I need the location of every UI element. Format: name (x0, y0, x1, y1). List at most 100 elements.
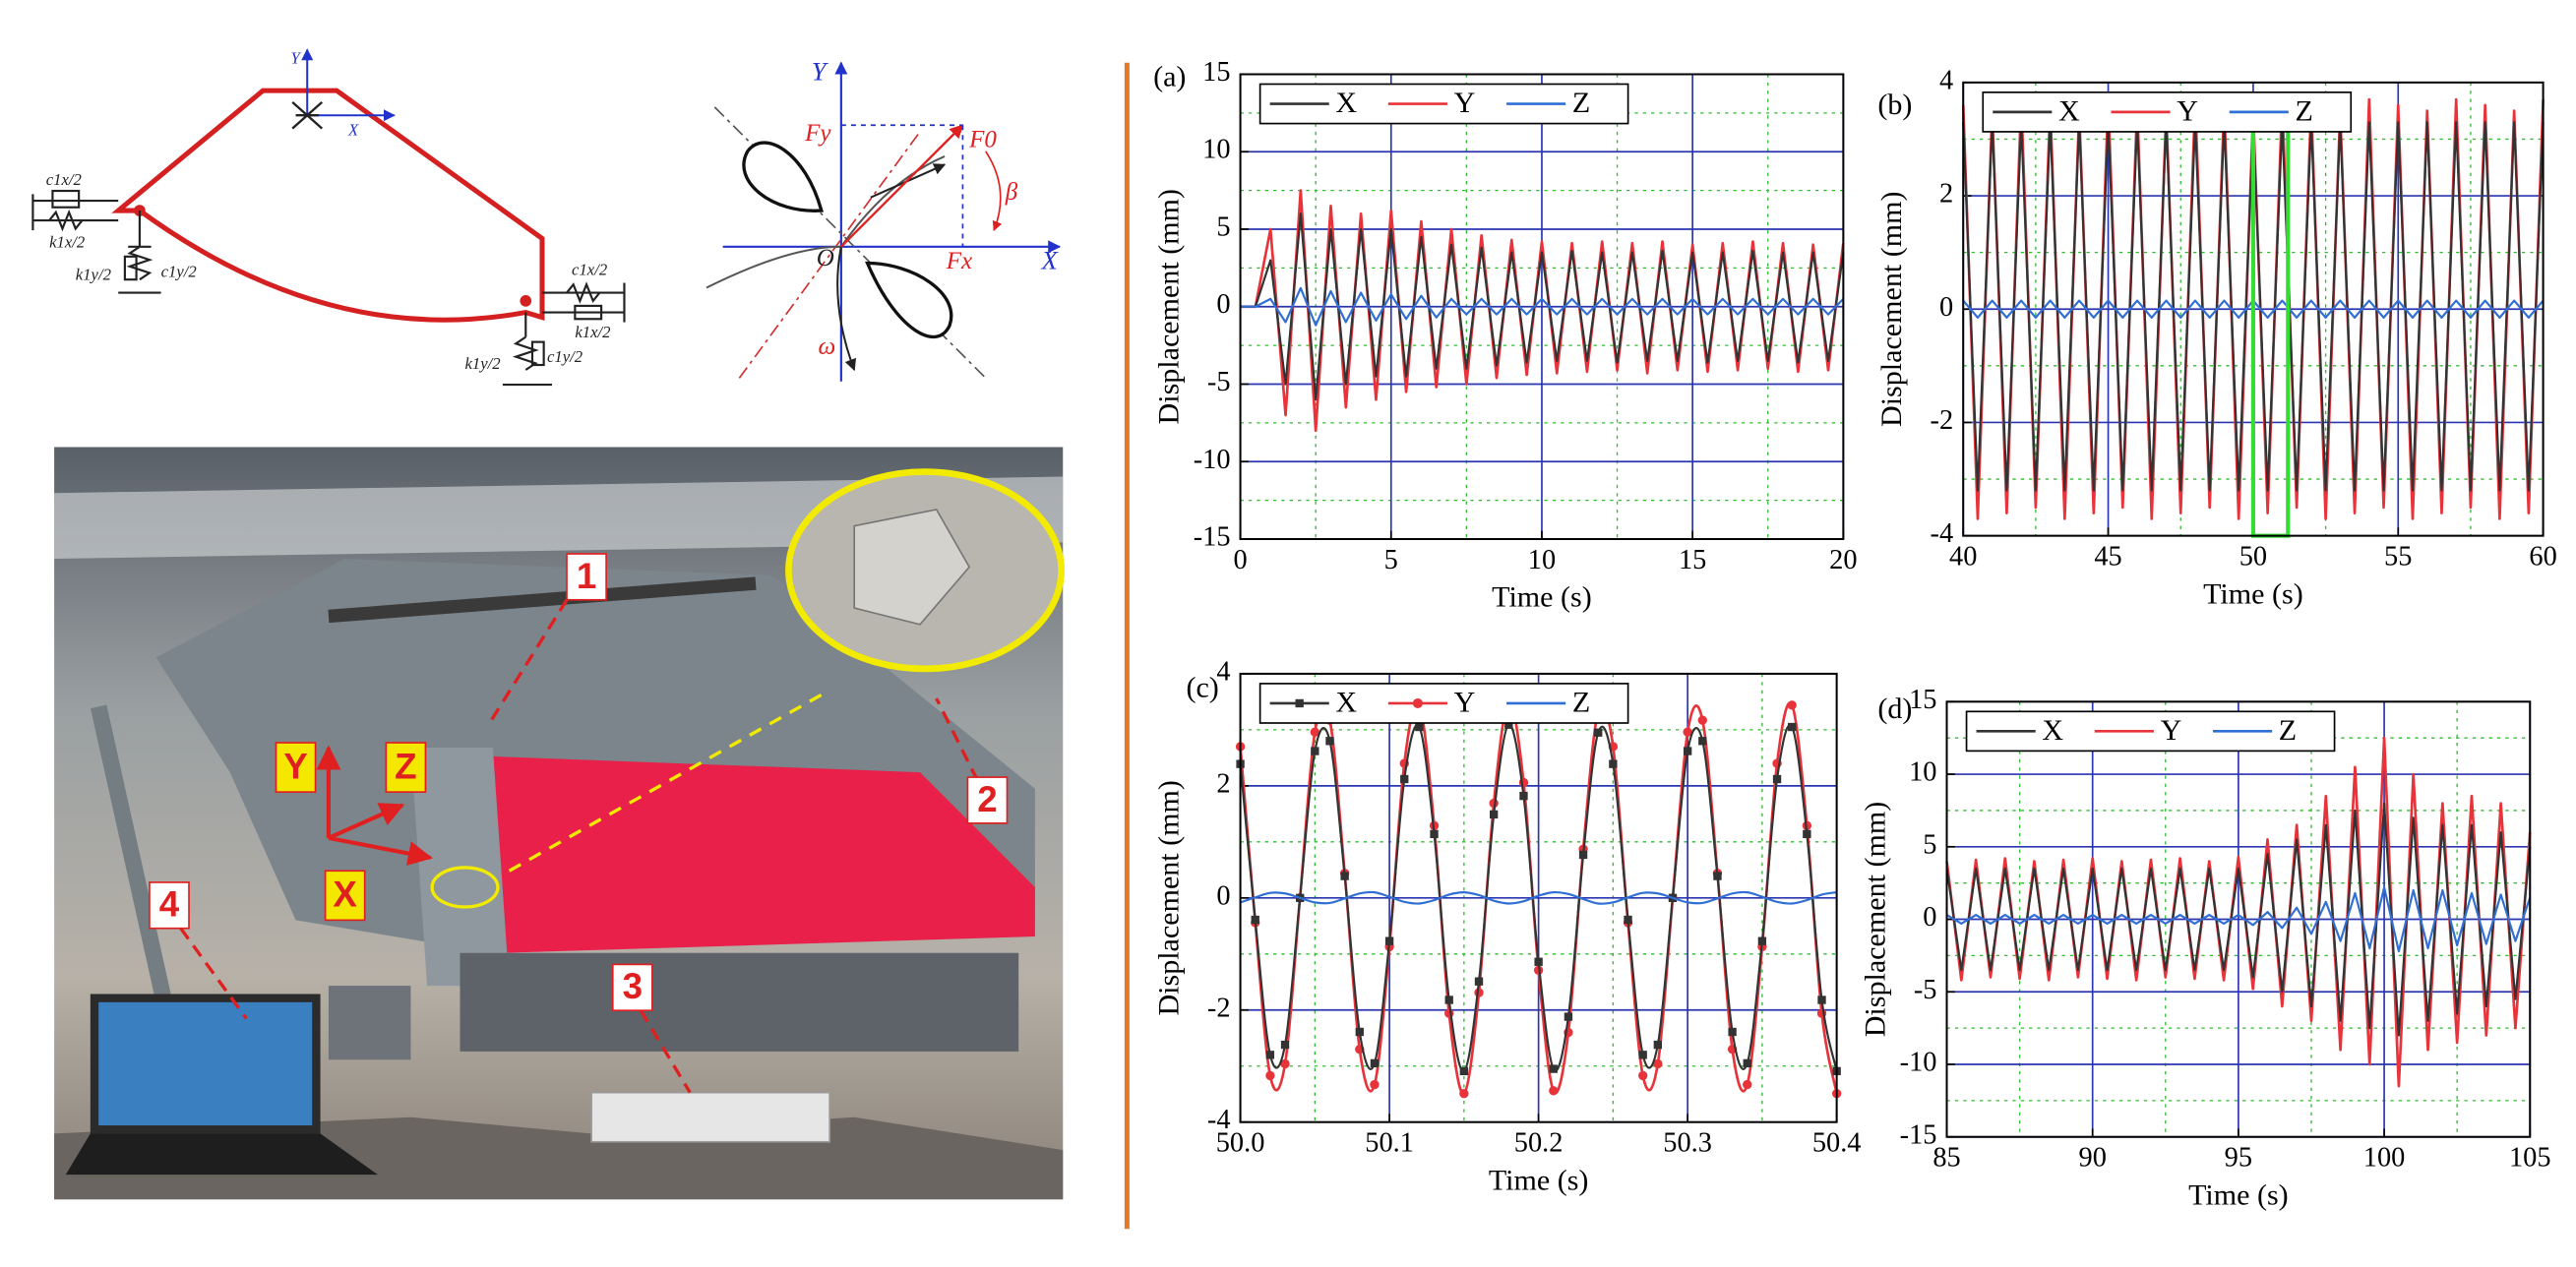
data-point (1683, 727, 1692, 737)
y-tick-label: -15 (1194, 522, 1231, 553)
data-point (1280, 1040, 1290, 1050)
axis-arrow (328, 835, 433, 866)
sensor-marker (430, 866, 500, 909)
y-tick-label: 4 (1216, 656, 1230, 687)
y-tick-label: -15 (1900, 1119, 1937, 1150)
x-tick-label: 55 (2384, 542, 2412, 573)
chart: 85 90 95 100 105 -15 -10 -5 0 5 10 15 X Y Z (d) Time (s)… (1858, 685, 2550, 1212)
data-point (1504, 720, 1513, 729)
axis-box (385, 742, 427, 793)
plot-frame (1962, 81, 2545, 537)
angle-arc (985, 151, 1003, 232)
y-tick-label: 15 (1202, 57, 1230, 88)
y-tick-label: 2 (1939, 179, 1953, 210)
data-point (1743, 1079, 1752, 1090)
y-axis-label: Displacement (mm) (1858, 802, 1891, 1037)
x-tick-label: 40 (1949, 542, 1977, 573)
y-tick-label: -2 (1931, 405, 1954, 436)
center-line (738, 131, 921, 379)
y-tick-label: 0 (1923, 902, 1936, 933)
y-tick-label: 0 (1939, 292, 1953, 323)
x-tick-label: 105 (2509, 1143, 2551, 1174)
data-point (1757, 936, 1767, 945)
legend-label: Z (2279, 713, 2297, 747)
data-point (1772, 774, 1782, 784)
model-label: c1y/2 (547, 347, 583, 366)
data-point (1355, 1027, 1364, 1037)
panel-label: (b) (1877, 88, 1912, 121)
x-tick-label: 5 (1384, 545, 1398, 575)
callout-box (566, 553, 607, 601)
x-tick-label: 90 (2079, 1143, 2107, 1174)
y-tick-label: 2 (1216, 768, 1230, 799)
exciter (291, 100, 324, 130)
axis-label: Z (395, 746, 416, 786)
force-label: O (817, 245, 834, 272)
legend-label: Y (1454, 686, 1476, 719)
model-schematic: Y X c1x/2 k1x/2 k1y/2 c1y/2 c1x/2 k1x/2 … (31, 48, 626, 387)
screen-deck (476, 755, 1035, 953)
eccentric-block (742, 141, 824, 212)
legend-box (1258, 83, 1629, 125)
x-axis-label: Time (s) (2188, 1177, 2289, 1211)
data-point (1638, 1051, 1647, 1059)
shaft (328, 576, 757, 624)
model-label: c1x/2 (572, 261, 607, 279)
plot-frame (1239, 672, 1838, 1123)
x-tick-label: 60 (2529, 542, 2556, 573)
eccentric-block (865, 261, 953, 338)
legend-label: X (1335, 686, 1357, 719)
data-point (1311, 747, 1319, 755)
force-vector (840, 124, 964, 248)
data-point (1400, 774, 1409, 784)
legend-label: Y (1454, 86, 1476, 119)
data-point (1325, 737, 1334, 746)
y-axis-label: Displacement (mm) (1151, 189, 1185, 424)
force-label: X (1041, 246, 1060, 275)
callout-leader (488, 598, 569, 724)
data-point (1743, 1058, 1751, 1068)
callout-leader (179, 927, 248, 1020)
y-tick-label: -4 (1931, 518, 1954, 549)
x-tick-label: 10 (1528, 545, 1556, 575)
model-label: X (347, 121, 359, 140)
legend-label: Z (1572, 86, 1590, 119)
x-tick-label: 20 (1829, 545, 1857, 575)
data-point (1564, 1012, 1573, 1021)
series-line (1239, 723, 1838, 1072)
plot-frame (1945, 700, 2532, 1138)
force-label: F0 (968, 127, 997, 153)
x-tick-label: 15 (1679, 545, 1706, 575)
model-label: k1y/2 (76, 266, 111, 284)
chart: 0 5 10 15 20 -15 -10 -5 0 5 10 15 X Y Z (a) Time (s) Disp… (1151, 57, 1857, 614)
test-photo: 1 2 3 4 Y Z X (54, 447, 1065, 1200)
data-point (1803, 829, 1811, 839)
data-point (1638, 1070, 1648, 1081)
axis-box (324, 870, 366, 922)
base-frame (460, 952, 1019, 1052)
data-point (1609, 759, 1618, 768)
data-point (1713, 872, 1722, 880)
force-diagram: Y X O Fy F0 Fx β ω (705, 57, 1062, 382)
y-tick-label: 15 (1909, 685, 1936, 715)
x-tick-label: 50.3 (1663, 1128, 1712, 1159)
y-tick-label: 5 (1216, 212, 1230, 243)
x-tick-label: 50.0 (1216, 1128, 1265, 1159)
data-point (1280, 1058, 1290, 1069)
data-point (1549, 1086, 1559, 1096)
legend-label: Y (2177, 93, 2198, 127)
data-point (1265, 1051, 1275, 1059)
callout-box (611, 963, 653, 1012)
x-tick-label: 95 (2225, 1143, 2252, 1174)
model-label: k1y/2 (465, 354, 501, 373)
data-point (1788, 722, 1797, 732)
laptop-base (65, 1133, 379, 1176)
callout-label: 1 (577, 556, 596, 596)
y-tick-label: 0 (1216, 289, 1230, 320)
legend-label: X (1335, 86, 1357, 119)
force-label: Fx (946, 248, 972, 274)
y-tick-label: -4 (1207, 1105, 1231, 1135)
rotation-arrow (836, 246, 857, 372)
series-line (1945, 802, 2532, 1037)
